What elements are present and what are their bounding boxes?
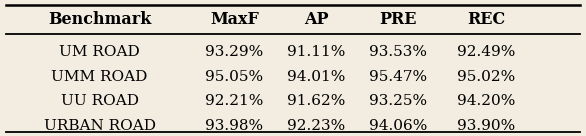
Text: 93.90%: 93.90%	[457, 119, 516, 133]
Text: MaxF: MaxF	[210, 11, 259, 28]
Text: UMM ROAD: UMM ROAD	[52, 70, 148, 84]
Text: 95.02%: 95.02%	[457, 70, 516, 84]
Text: URBAN ROAD: URBAN ROAD	[43, 119, 156, 133]
Text: 91.11%: 91.11%	[287, 45, 346, 59]
Text: 93.98%: 93.98%	[205, 119, 264, 133]
Text: REC: REC	[467, 11, 506, 28]
Text: 93.53%: 93.53%	[370, 45, 427, 59]
Text: 92.49%: 92.49%	[457, 45, 516, 59]
Text: PRE: PRE	[380, 11, 417, 28]
Text: UM ROAD: UM ROAD	[59, 45, 140, 59]
Text: 94.06%: 94.06%	[369, 119, 428, 133]
Text: 93.29%: 93.29%	[205, 45, 264, 59]
Text: 94.01%: 94.01%	[287, 70, 346, 84]
Text: Benchmark: Benchmark	[48, 11, 151, 28]
Text: 93.25%: 93.25%	[369, 94, 428, 108]
Text: UU ROAD: UU ROAD	[60, 94, 139, 108]
Text: 92.21%: 92.21%	[205, 94, 264, 108]
Text: 94.20%: 94.20%	[457, 94, 516, 108]
Text: 92.23%: 92.23%	[287, 119, 346, 133]
Text: 95.47%: 95.47%	[369, 70, 428, 84]
Text: 91.62%: 91.62%	[287, 94, 346, 108]
Text: 95.05%: 95.05%	[205, 70, 264, 84]
Text: AP: AP	[304, 11, 329, 28]
